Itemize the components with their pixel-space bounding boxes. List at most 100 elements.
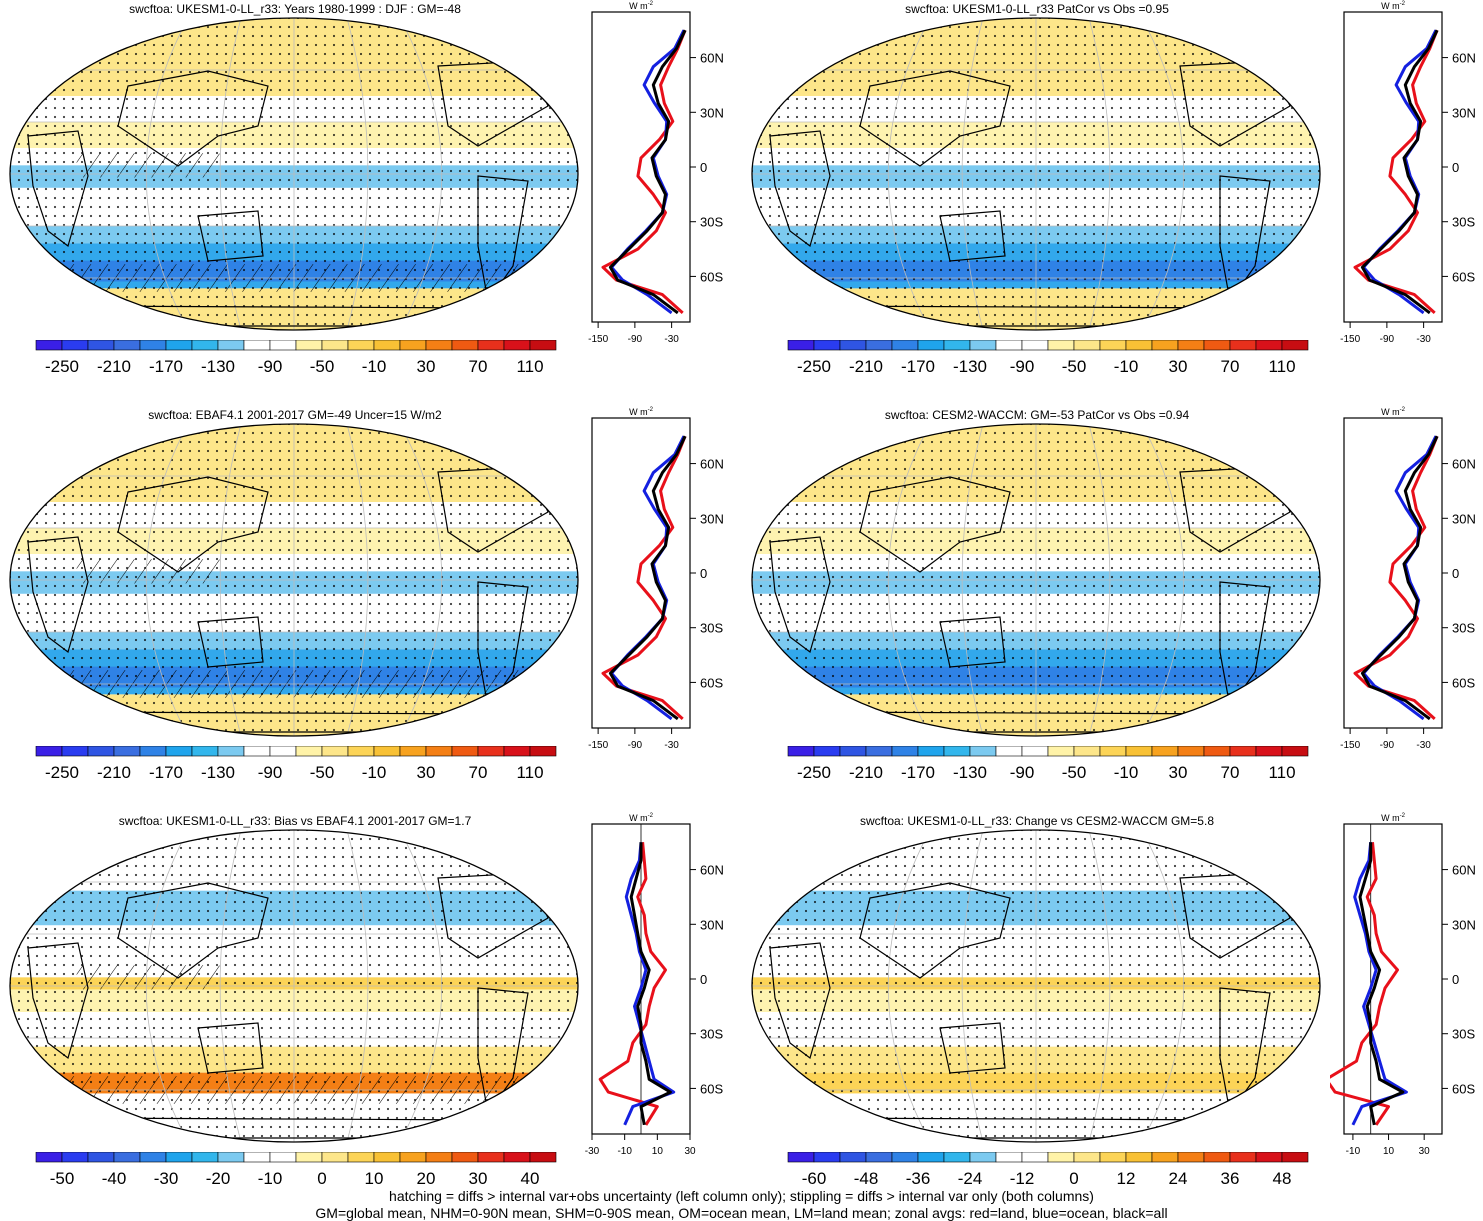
lat-tick-label: 30S xyxy=(1452,215,1475,230)
lat-tick-label: 60S xyxy=(700,269,723,284)
colorbar-tick-label: 0 xyxy=(317,1169,326,1188)
map-border xyxy=(9,829,579,1143)
panel-ukesm-climatology: swcftoa: UKESM1-0-LL_r33: Years 1980-199… xyxy=(0,0,740,400)
colorbar-tick-label: -170 xyxy=(901,357,935,376)
zonal-line-land xyxy=(601,435,687,721)
lat-tick-label: 30S xyxy=(700,1027,723,1042)
colorbar-swatch xyxy=(1177,1152,1205,1163)
coastline xyxy=(27,536,89,654)
colorbar-swatch xyxy=(191,746,219,757)
colorbar-tick-label: -30 xyxy=(154,1169,179,1188)
lat-tick-label: 30S xyxy=(1452,621,1475,636)
x-tick-label: 10 xyxy=(652,1146,664,1157)
colorbar-swatch xyxy=(113,746,141,757)
zonal-mean-plot: W m-2 60N 30N 0 30S 60S -150 -90 -30 xyxy=(1340,1,1476,345)
colorbar-tick-label: 70 xyxy=(469,763,488,782)
colorbar-swatch xyxy=(1125,746,1153,757)
colorbar-swatch xyxy=(1125,340,1153,351)
colorbar-swatch xyxy=(1151,1152,1179,1163)
colorbar-tick-label: 110 xyxy=(1268,357,1295,376)
colorbar-tick-label: -210 xyxy=(97,357,131,376)
colorbar-swatch xyxy=(451,340,479,351)
colorbar-swatch xyxy=(813,340,841,351)
robinson-map xyxy=(9,423,579,737)
colorbar-tick-label: -170 xyxy=(901,763,935,782)
colorbar-tick-label: -250 xyxy=(797,357,831,376)
lat-tick-label: 60N xyxy=(1452,51,1476,66)
x-tick-label: 10 xyxy=(1383,1146,1395,1157)
panel-title: swcftoa: UKESM1-0-LL_r33: Bias vs EBAF4.… xyxy=(118,814,472,828)
lat-tick-label: 60N xyxy=(700,863,724,878)
colorbar-swatch xyxy=(243,746,271,757)
colorbar-swatch xyxy=(1255,340,1283,351)
colorbar-swatch xyxy=(943,1152,971,1163)
colorbar-tick-label: -48 xyxy=(854,1169,879,1188)
colorbar-swatch xyxy=(87,1152,115,1163)
colorbar-swatch xyxy=(87,746,115,757)
colorbar-swatch xyxy=(1047,340,1075,351)
zonal-line-all xyxy=(1358,842,1405,1126)
lat-tick-label: 60S xyxy=(700,675,723,690)
colorbar-tick-label: 70 xyxy=(469,357,488,376)
colorbar-tick-label: -10 xyxy=(258,1169,283,1188)
coastline xyxy=(859,70,1011,167)
lat-tick-label: 0 xyxy=(1452,972,1459,987)
colorbar: -50-40-30-20-1001020304050 xyxy=(35,1152,557,1188)
colorbar-swatch xyxy=(787,340,815,351)
colorbar-swatch xyxy=(399,746,427,757)
colorbar-swatch xyxy=(865,340,893,351)
colorbar-swatch xyxy=(1125,1152,1153,1163)
colorbar-swatch xyxy=(1073,1152,1101,1163)
colorbar-swatch xyxy=(1229,746,1257,757)
coastline xyxy=(117,476,269,573)
colorbar-swatch xyxy=(347,340,375,351)
colorbar-swatch xyxy=(839,1152,867,1163)
colorbar-tick-label: -10 xyxy=(1114,763,1139,782)
colorbar-swatch xyxy=(529,340,557,351)
zonal-line-all xyxy=(1360,435,1439,721)
colorbar-tick-label: -10 xyxy=(362,357,387,376)
x-tick-label: 30 xyxy=(1419,1146,1431,1157)
colorbar-swatch xyxy=(943,340,971,351)
colorbar-swatch xyxy=(451,746,479,757)
colorbar-tick-label: -90 xyxy=(1010,763,1035,782)
colorbar-swatch xyxy=(1203,340,1231,351)
colorbar-swatch xyxy=(1151,746,1179,757)
colorbar-tick-label: -50 xyxy=(310,763,335,782)
colorbar-tick-label: -36 xyxy=(906,1169,931,1188)
graticule-line xyxy=(346,424,369,736)
zonal-line-ocean xyxy=(1362,29,1438,315)
colorbar-tick-label: 30 xyxy=(1169,357,1188,376)
colorbar-swatch xyxy=(243,340,271,351)
colorbar-swatch xyxy=(321,1152,349,1163)
colorbar-tick-label: -50 xyxy=(310,357,335,376)
x-tick-label: -150 xyxy=(588,334,608,345)
footer-note-legend: GM=global mean, NHM=0-90N mean, SHM=0-90… xyxy=(315,1205,1168,1221)
colorbar-tick-label: -90 xyxy=(258,763,283,782)
colorbar-swatch xyxy=(399,1152,427,1163)
coastline xyxy=(769,130,831,248)
colorbar-swatch xyxy=(1281,340,1309,351)
panel-bias-vs-ebaf: swcftoa: UKESM1-0-LL_r33: Bias vs EBAF4.… xyxy=(0,812,740,1188)
colorbar-tick-label: -130 xyxy=(953,763,987,782)
graticule-line xyxy=(145,424,190,736)
zonal-unit-superscript: -2 xyxy=(1400,813,1406,819)
colorbar-tick-label: 70 xyxy=(1221,357,1240,376)
colorbar-tick-label: -210 xyxy=(849,357,883,376)
map-border xyxy=(9,17,579,331)
colorbar-swatch xyxy=(477,746,505,757)
robinson-map xyxy=(9,829,579,1143)
lat-tick-label: 60S xyxy=(1452,675,1475,690)
lat-tick-label: 0 xyxy=(700,972,707,987)
zonal-line-all xyxy=(608,435,687,721)
colorbar-swatch xyxy=(891,1152,919,1163)
graticule-line xyxy=(219,424,242,736)
graticule-line xyxy=(219,18,242,330)
coastline xyxy=(27,130,89,248)
map-field xyxy=(10,424,578,736)
colorbar-swatch xyxy=(347,746,375,757)
colorbar-swatch xyxy=(347,1152,375,1163)
colorbar-swatch xyxy=(1229,1152,1257,1163)
graticule-line xyxy=(1140,424,1185,736)
coastline xyxy=(27,942,89,1060)
